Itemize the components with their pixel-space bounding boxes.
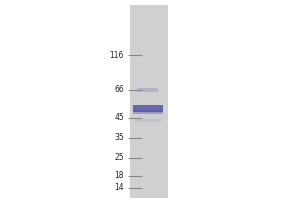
Bar <box>135 118 161 121</box>
Bar <box>133 110 163 114</box>
Text: 18: 18 <box>115 171 124 180</box>
Text: 45: 45 <box>114 114 124 122</box>
Bar <box>137 88 158 92</box>
Text: 35: 35 <box>114 134 124 142</box>
Bar <box>133 104 163 112</box>
Text: 25: 25 <box>114 154 124 162</box>
Text: 116: 116 <box>110 50 124 60</box>
Text: 66: 66 <box>114 86 124 95</box>
Bar <box>130 5 168 198</box>
Text: 14: 14 <box>114 184 124 192</box>
